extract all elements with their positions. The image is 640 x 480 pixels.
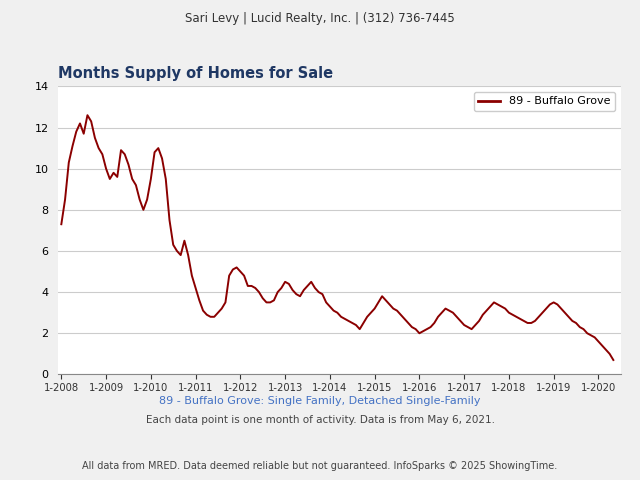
Text: 89 - Buffalo Grove: Single Family, Detached Single-Family: 89 - Buffalo Grove: Single Family, Detac…	[159, 396, 481, 406]
Legend: 89 - Buffalo Grove: 89 - Buffalo Grove	[474, 92, 615, 111]
Text: Months Supply of Homes for Sale: Months Supply of Homes for Sale	[58, 66, 333, 81]
Text: All data from MRED. Data deemed reliable but not guaranteed. InfoSparks © 2025 S: All data from MRED. Data deemed reliable…	[83, 461, 557, 471]
Text: Each data point is one month of activity. Data is from May 6, 2021.: Each data point is one month of activity…	[145, 415, 495, 425]
Text: Sari Levy | Lucid Realty, Inc. | (312) 736-7445: Sari Levy | Lucid Realty, Inc. | (312) 7…	[185, 12, 455, 25]
